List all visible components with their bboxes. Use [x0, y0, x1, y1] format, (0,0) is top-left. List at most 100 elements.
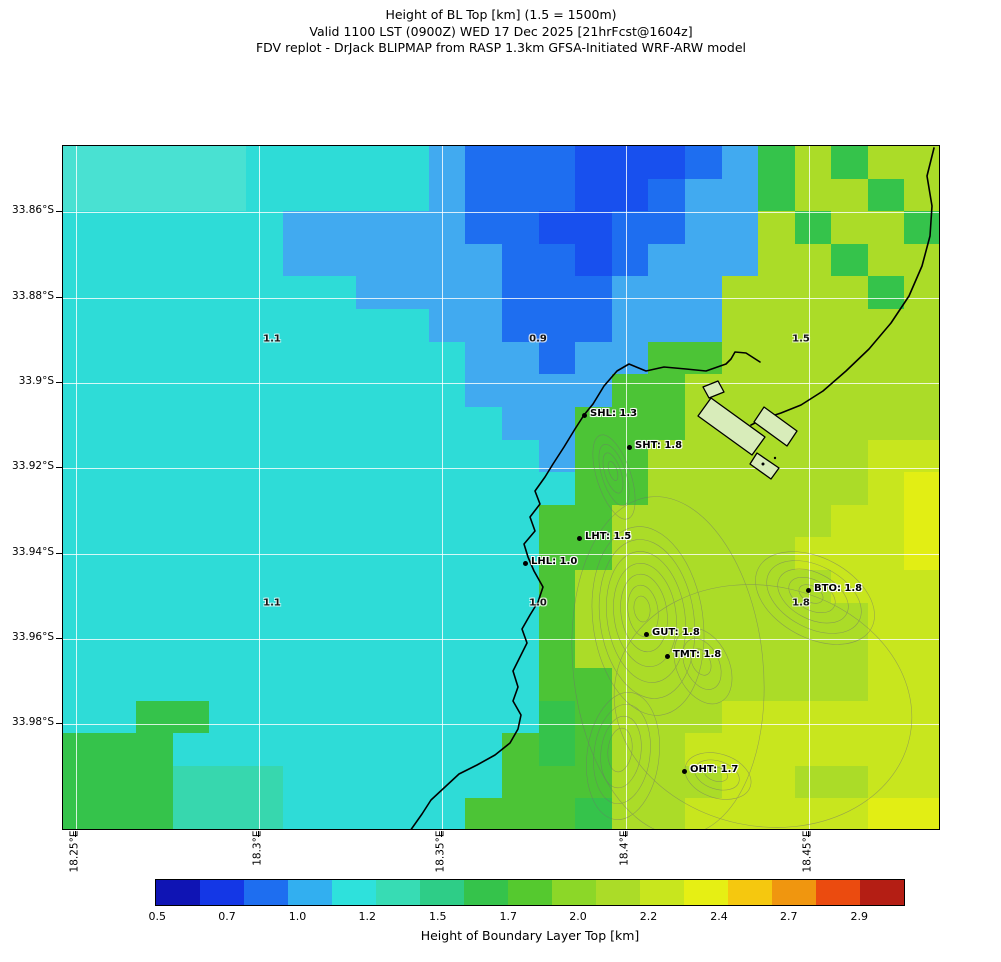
raster-cell [538, 700, 576, 734]
raster-cell [721, 406, 759, 441]
raster-cell [172, 374, 210, 408]
raster-cell [209, 276, 247, 310]
raster-cell [355, 472, 393, 506]
raster-cell [172, 537, 210, 571]
raster-cell [428, 537, 466, 571]
raster-cell [904, 341, 939, 375]
raster-cell [282, 146, 320, 180]
raster-cell [99, 700, 137, 734]
raster-cell [502, 700, 540, 734]
raster-cell [392, 570, 430, 604]
raster-cell [575, 276, 613, 310]
raster-cell [209, 243, 247, 278]
raster-cell [684, 765, 723, 799]
raster-cell [245, 765, 284, 799]
raster-cell [319, 537, 357, 571]
raster-cell [465, 439, 503, 473]
raster-cell [465, 733, 503, 767]
raster-cell [172, 700, 210, 734]
raster-cell [209, 700, 247, 734]
raster-cell [648, 504, 686, 539]
raster-cell [684, 211, 723, 245]
raster-cell [758, 570, 796, 604]
raster-cell [758, 211, 796, 245]
raster-cell [538, 146, 576, 180]
raster-cell [319, 472, 357, 506]
raster-cell [831, 439, 869, 473]
raster-cell [392, 635, 430, 669]
raster-cell [538, 243, 576, 278]
colorbar-segment [860, 880, 904, 905]
colorbar-segment [640, 880, 684, 905]
raster-cell [794, 602, 832, 636]
raster-cell [502, 472, 540, 506]
raster-cell [99, 798, 137, 829]
raster-cell [392, 341, 430, 375]
raster-cell [831, 341, 869, 375]
title-line-1: Height of BL Top [km] (1.5 = 1500m) [385, 7, 617, 22]
raster-cell [538, 798, 576, 829]
raster-cell [136, 211, 174, 245]
raster-cell [245, 178, 284, 212]
raster-cell [99, 178, 137, 212]
raster-cell [648, 178, 686, 212]
raster-cell [831, 537, 869, 571]
raster-cell [831, 374, 869, 408]
raster-cell [831, 635, 869, 669]
raster-cell [63, 309, 101, 343]
colorbar-tick-label: 2.4 [710, 910, 728, 923]
raster-cell [867, 700, 905, 734]
raster-cell [209, 374, 247, 408]
raster-cell [758, 146, 796, 180]
raster-cell [721, 537, 759, 571]
raster-cell [904, 243, 939, 278]
raster-cell [867, 504, 905, 539]
raster-cell [831, 504, 869, 539]
raster-cell [245, 635, 284, 669]
raster-cell [282, 243, 320, 278]
title-line-3: FDV replot - DrJack BLIPMAP from RASP 1.… [255, 40, 747, 55]
y-tick-label: 33.94°S [12, 546, 54, 558]
raster-cell [831, 178, 869, 212]
raster-cell [867, 798, 905, 829]
raster-cell [538, 178, 576, 212]
raster-cell [867, 309, 905, 343]
raster-cell [758, 798, 796, 829]
raster-cell [648, 374, 686, 408]
raster-cell [209, 406, 247, 441]
raster-cell [319, 635, 357, 669]
raster-cell [721, 570, 759, 604]
raster-cell [428, 635, 466, 669]
raster-cell [867, 178, 905, 212]
raster-cell [136, 146, 174, 180]
raster-cell [63, 439, 101, 473]
raster-cell [428, 439, 466, 473]
raster-cell [99, 537, 137, 571]
raster-cell [867, 733, 905, 767]
raster-cell [172, 211, 210, 245]
raster-cell [99, 309, 137, 343]
raster-cell [282, 667, 320, 702]
raster-cell [392, 504, 430, 539]
raster-cell [319, 374, 357, 408]
raster-cell [63, 602, 101, 636]
raster-cell [428, 570, 466, 604]
raster-cell [63, 243, 101, 278]
raster-cell [99, 635, 137, 669]
raster-cell [831, 667, 869, 702]
raster-cell [794, 243, 832, 278]
raster-cell [721, 667, 759, 702]
raster-cell [63, 472, 101, 506]
y-tick-label: 33.86°S [12, 204, 54, 216]
raster-cell [245, 211, 284, 245]
raster-cell [63, 146, 101, 180]
raster-cell [465, 504, 503, 539]
raster-cell [611, 602, 649, 636]
x-tick-mark [625, 831, 627, 837]
raster-cell [758, 406, 796, 441]
raster-cell [867, 276, 905, 310]
raster-cell [355, 798, 393, 829]
raster-cell [831, 309, 869, 343]
raster-cell [355, 635, 393, 669]
raster-cell [904, 309, 939, 343]
